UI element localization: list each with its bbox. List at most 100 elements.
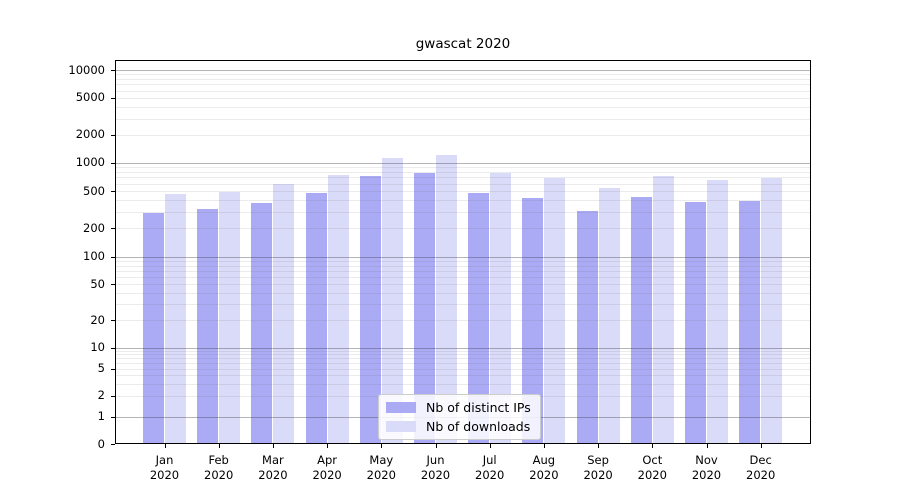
minor-gridline [115, 270, 811, 272]
bar-distinct-ips [630, 197, 652, 444]
y-axis-tick-label: 500 [83, 183, 105, 198]
minor-gridline [115, 284, 811, 286]
x-axis-tick-label: Jan 2020 [149, 453, 180, 482]
bar-distinct-ips [468, 193, 490, 444]
x-axis-tick [489, 444, 491, 448]
legend-item-distinct-ips: Nb of distinct IPs [386, 400, 531, 415]
minor-gridline [115, 183, 811, 185]
y-axis-tick [111, 228, 115, 230]
y-axis-tick-label: 5000 [75, 90, 105, 105]
bar-downloads [598, 187, 620, 444]
minor-gridline [115, 191, 811, 192]
y-axis-tick-label: 1 [97, 409, 105, 424]
bar-distinct-ips [739, 201, 761, 444]
x-axis-tick [543, 444, 545, 448]
y-axis-tick-label: 200 [83, 220, 105, 235]
major-gridline [115, 347, 811, 349]
legend: Nb of distinct IPs Nb of downloads [378, 394, 541, 440]
y-axis-tick [111, 368, 115, 370]
minor-gridline [115, 74, 811, 76]
minor-gridline [115, 375, 811, 377]
minor-gridline [115, 106, 811, 108]
bar-distinct-ips [685, 202, 706, 444]
x-axis-tick-label: Oct 2020 [637, 453, 667, 482]
x-axis-tick-label: Apr 2020 [312, 453, 342, 482]
minor-gridline [115, 97, 811, 99]
x-axis-tick [327, 444, 329, 448]
chart-title: gwascat 2020 [415, 36, 511, 52]
minor-gridline [115, 358, 811, 360]
y-axis-tick-label: 100 [83, 249, 105, 264]
x-axis-tick-label: Nov 2020 [691, 453, 722, 482]
minor-gridline [115, 177, 811, 179]
bar-distinct-ips [522, 198, 544, 444]
major-gridline [115, 70, 811, 71]
minor-gridline [115, 79, 811, 80]
y-axis-tick [111, 395, 115, 397]
y-axis-tick-label: 0 [97, 436, 105, 451]
minor-gridline [115, 350, 811, 352]
y-axis-tick [111, 70, 115, 71]
bar-downloads [273, 184, 295, 444]
minor-gridline [115, 276, 811, 278]
minor-gridline [115, 292, 811, 294]
x-axis-tick [706, 444, 708, 448]
y-axis-tick-label: 10 [90, 340, 105, 355]
bar-downloads [490, 173, 512, 444]
legend-label-distinct-ips: Nb of distinct IPs [426, 400, 531, 415]
y-axis-tick [111, 256, 115, 258]
legend-label-downloads: Nb of downloads [426, 419, 531, 434]
major-gridline [115, 162, 811, 164]
y-axis-tick [111, 284, 115, 286]
bar-downloads [219, 191, 241, 444]
x-axis-tick [598, 444, 600, 448]
y-axis-tick-label: 2000 [75, 127, 105, 142]
y-axis-tick [111, 97, 115, 99]
bar-downloads [327, 175, 349, 444]
y-axis-tick [111, 444, 115, 445]
y-axis-tick [111, 320, 115, 322]
y-axis-tick-label: 1000 [75, 155, 105, 170]
bar-downloads [436, 154, 457, 444]
x-axis-tick-label: Jun 2020 [420, 453, 451, 482]
bar-downloads [165, 193, 186, 444]
bar-distinct-ips [305, 192, 327, 444]
minor-gridline [115, 354, 811, 356]
y-axis-tick [111, 134, 115, 136]
x-axis-tick-label: Feb 2020 [204, 453, 234, 482]
bar-distinct-ips [251, 203, 273, 444]
legend-swatch-distinct-ips-icon [386, 402, 416, 413]
x-axis-tick-label: Sep 2020 [583, 453, 613, 482]
x-axis-tick-label: Mar 2020 [258, 453, 288, 482]
x-axis-tick [381, 444, 383, 448]
y-axis-tick [111, 162, 115, 164]
minor-gridline [115, 363, 811, 364]
minor-gridline [115, 167, 811, 168]
x-axis-tick [435, 444, 437, 448]
y-axis-tick [111, 191, 115, 192]
x-axis-tick [272, 444, 274, 448]
minor-gridline [115, 200, 811, 202]
x-axis-tick [164, 444, 166, 448]
minor-gridline [115, 171, 811, 173]
minor-gridline [115, 134, 811, 136]
y-axis-tick-label: 10000 [68, 62, 105, 77]
bar-downloads [544, 178, 566, 444]
y-axis-tick [111, 416, 115, 418]
x-axis-tick-label: May 2020 [366, 453, 396, 482]
x-axis-tick-label: Dec 2020 [746, 453, 776, 482]
minor-gridline [115, 211, 811, 213]
minor-gridline [115, 90, 811, 92]
bar-downloads [761, 177, 783, 444]
y-axis-tick-label: 5 [97, 361, 105, 375]
bar-distinct-ips [414, 173, 435, 444]
y-axis-tick-label: 20 [90, 312, 105, 327]
bar-downloads [381, 157, 403, 444]
y-axis-tick-label: 2 [97, 388, 105, 403]
legend-item-downloads: Nb of downloads [386, 419, 531, 434]
legend-swatch-downloads-icon [386, 421, 416, 432]
bar-downloads [652, 175, 674, 444]
bar-distinct-ips [576, 210, 598, 444]
x-axis-tick [760, 444, 762, 448]
